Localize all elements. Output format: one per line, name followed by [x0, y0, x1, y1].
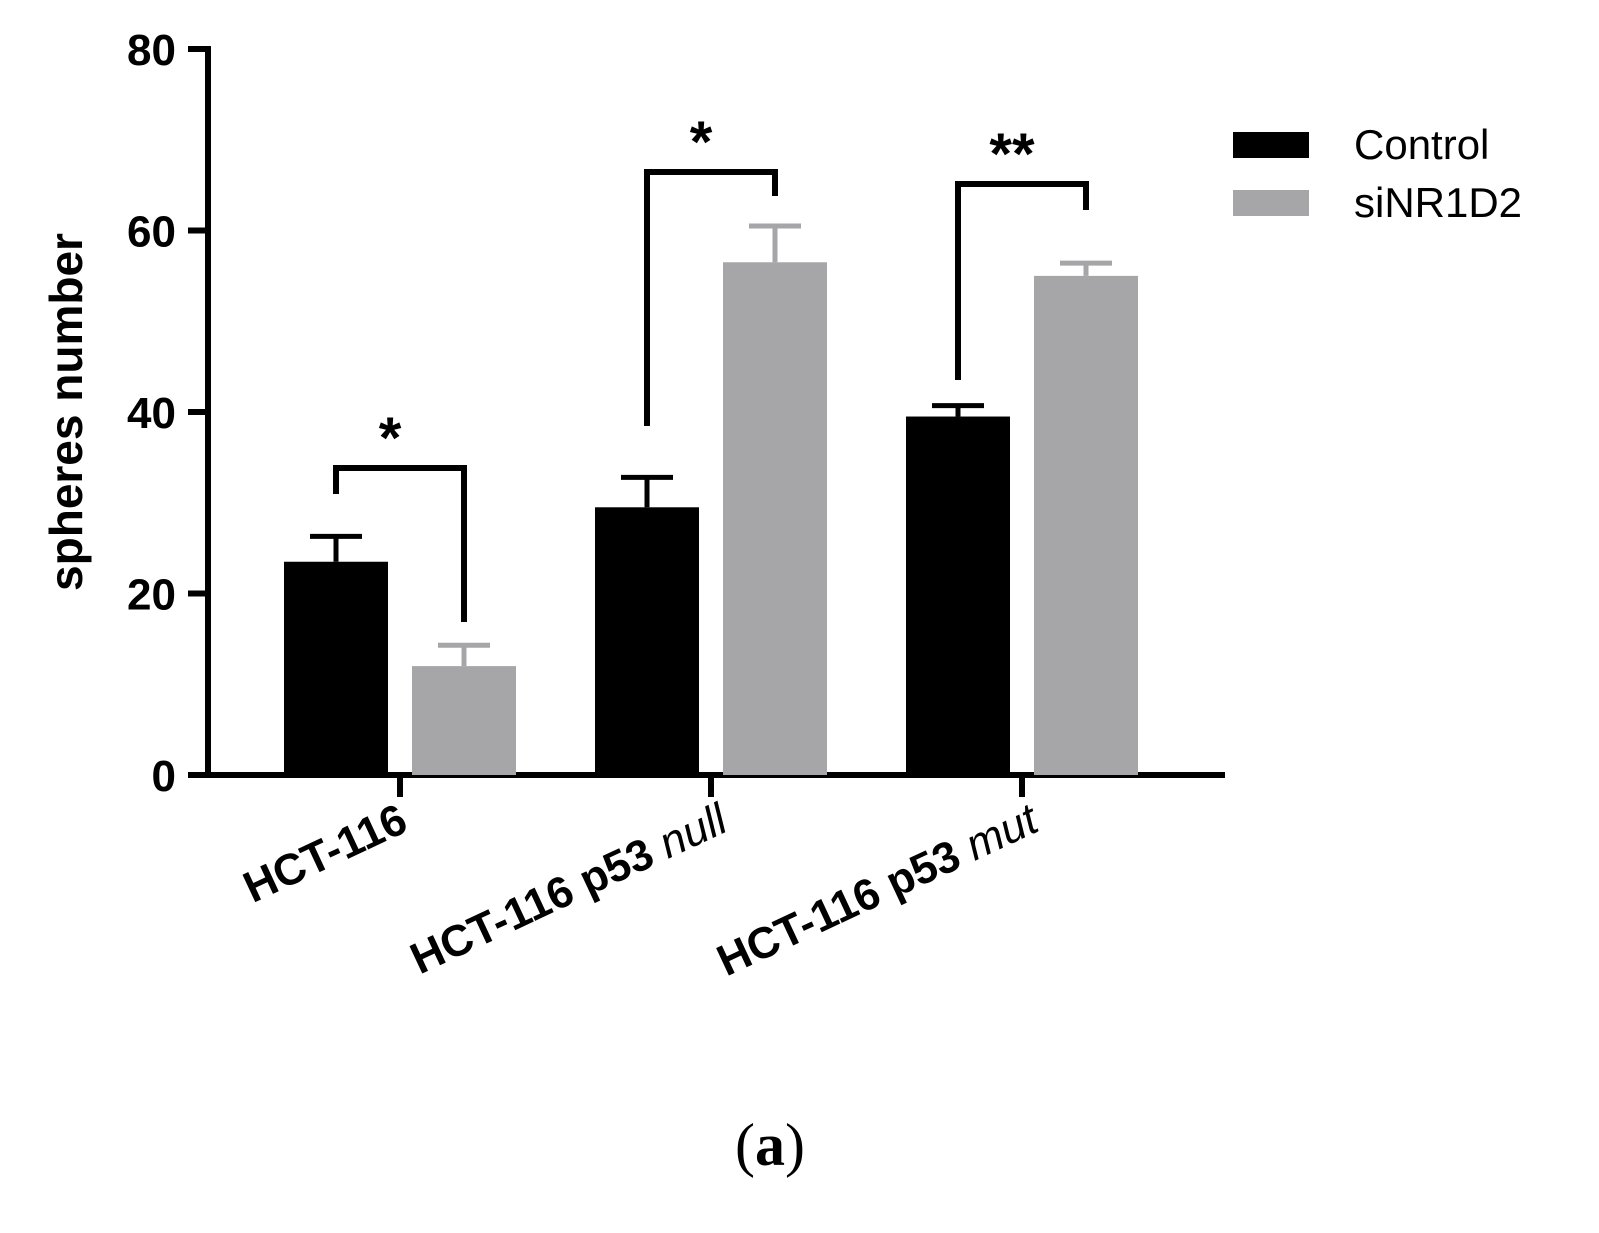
- y-ticks: 0 20 40 60 80: [127, 26, 208, 801]
- panel-label: (a): [735, 1112, 805, 1178]
- legend-swatch-sinr1d2: [1233, 190, 1309, 216]
- category-label: HCT-116: [236, 795, 414, 913]
- bar-control: [284, 561, 388, 775]
- significance-bracket: [333, 465, 467, 622]
- y-tick-label: 40: [127, 389, 176, 438]
- category-label-main: HCT-116 p53: [710, 826, 979, 986]
- bar-sinr1d2: [723, 262, 827, 775]
- panel-label-open: (: [735, 1112, 755, 1178]
- category-label: HCT-116 p53 mut: [710, 794, 1047, 986]
- category-label-main: HCT-116: [236, 795, 414, 913]
- y-tick-label: 0: [152, 752, 176, 801]
- significance-label: *: [690, 110, 713, 175]
- legend: Control siNR1D2: [1233, 121, 1522, 226]
- significance-brackets: ** **: [333, 110, 1089, 622]
- significance-bracket: [955, 181, 1089, 380]
- bar-sinr1d2: [1034, 275, 1138, 775]
- bar-control: [595, 507, 699, 775]
- legend-swatch-control: [1233, 132, 1309, 158]
- panel-label-close: ): [785, 1112, 805, 1178]
- x-ticks: [397, 775, 1025, 797]
- bars: [284, 223, 1138, 775]
- y-tick-label: 20: [127, 571, 176, 620]
- category-label-main: HCT-116 p53: [403, 824, 672, 984]
- bar-control: [906, 416, 1010, 775]
- y-tick-label: 80: [127, 26, 176, 75]
- significance-bracket: [644, 169, 778, 426]
- significance-label: *: [379, 406, 402, 471]
- panel-label-letter: a: [755, 1112, 785, 1178]
- y-axis-label: spheres number: [40, 233, 92, 591]
- bar-sinr1d2: [412, 666, 516, 775]
- significance-label: **: [989, 122, 1035, 187]
- legend-label-sinr1d2: siNR1D2: [1354, 179, 1522, 226]
- legend-label-control: Control: [1354, 121, 1489, 168]
- category-label: HCT-116 p53 null: [403, 794, 735, 984]
- y-tick-label: 60: [127, 208, 176, 257]
